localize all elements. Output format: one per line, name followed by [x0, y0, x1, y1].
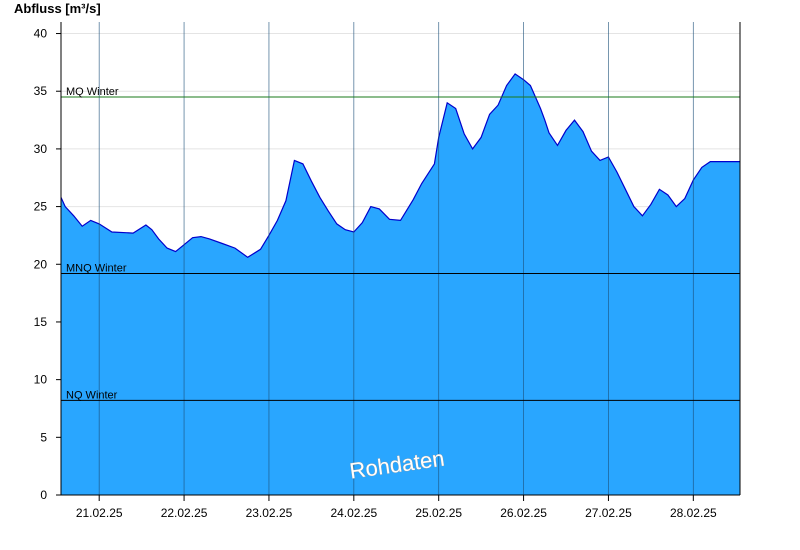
- x-tick-label-5: 26.02.25: [500, 506, 547, 520]
- x-tick-label-7: 28.02.25: [670, 506, 717, 520]
- y-tick-label-4: 20: [34, 257, 48, 271]
- x-tick-label-6: 27.02.25: [585, 506, 632, 520]
- area-layer: [60, 73, 740, 496]
- y-tick-label-5: 25: [34, 200, 48, 214]
- day-separator-lines: [98, 22, 694, 495]
- y-axis-label: Abfluss [m³/s]: [14, 1, 101, 16]
- y-tick-label-7: 35: [34, 84, 48, 98]
- y-tick-label-0: 0: [40, 488, 47, 502]
- y-tick-label-6: 30: [34, 142, 48, 156]
- x-tick-label-0: 21.02.25: [76, 506, 123, 520]
- x-tick-label-4: 25.02.25: [415, 506, 462, 520]
- x-tick-label-3: 24.02.25: [330, 506, 377, 520]
- reference-lines: MQ Winter MNQ Winter NQ Winter: [61, 86, 740, 401]
- y-tick-label-8: 40: [34, 27, 48, 41]
- y-tick-label-1: 5: [40, 430, 47, 444]
- y-tick-labels: 0 5 10 15 20 25 30 35 40: [34, 27, 61, 502]
- series-area-0: [61, 73, 740, 496]
- x-tick-labels: 21.02.25 22.02.25 23.02.25 24.02.25 25.02.25…: [76, 495, 717, 520]
- axes: [60, 22, 741, 496]
- series-line-0: [60, 73, 740, 259]
- reference-label-0: MQ Winter: [66, 86, 119, 98]
- y-tick-label-2: 10: [34, 373, 48, 387]
- x-tick-label-1: 22.02.25: [161, 506, 208, 520]
- reference-label-2: NQ Winter: [66, 389, 118, 401]
- reference-label-1: MNQ Winter: [66, 262, 127, 274]
- x-tick-label-2: 23.02.25: [246, 506, 293, 520]
- y-tick-label-3: 15: [34, 315, 48, 329]
